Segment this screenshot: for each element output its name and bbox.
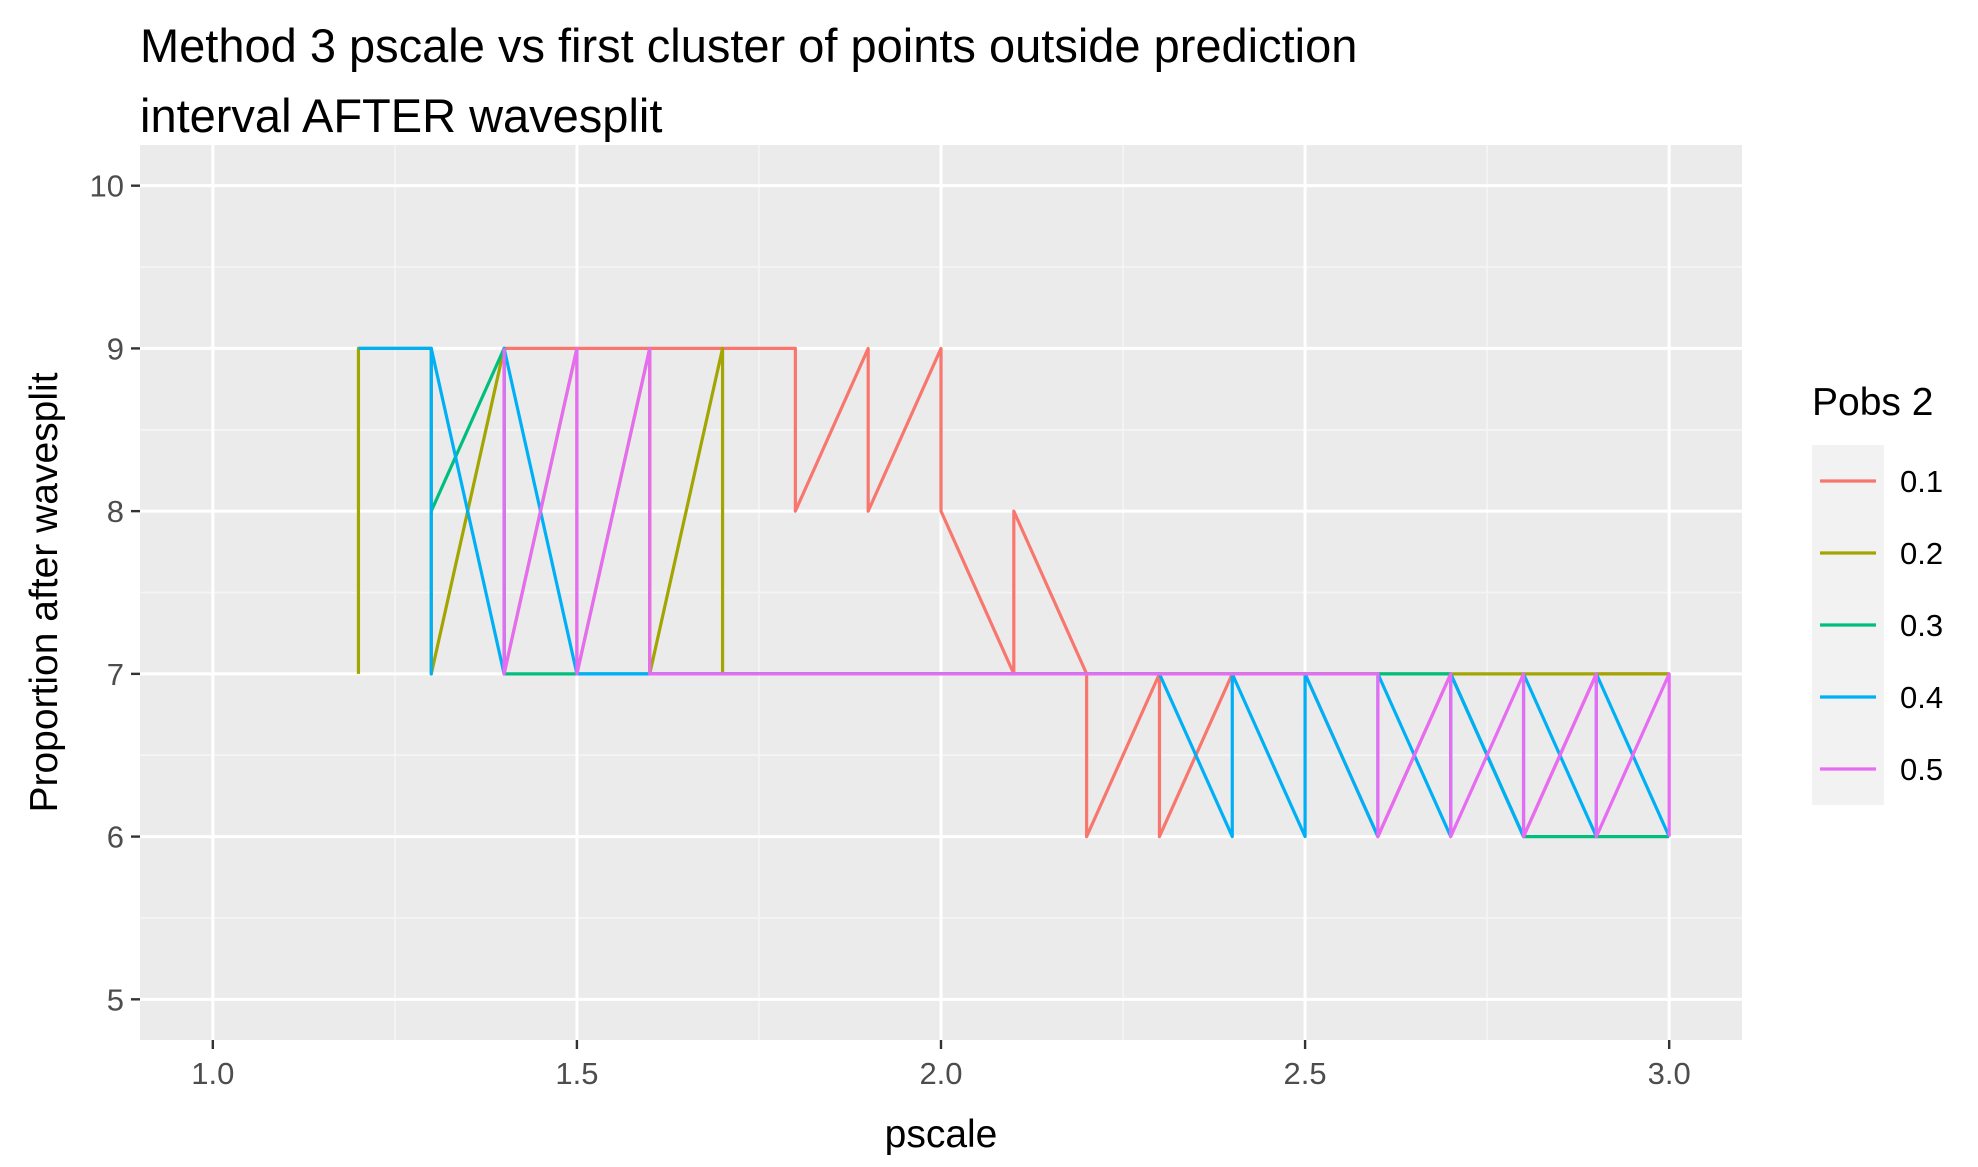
legend-label-0.2: 0.2: [1900, 536, 1943, 571]
y-tick-label: 7: [107, 657, 124, 692]
y-tick-label: 6: [107, 820, 124, 855]
chart-title-line-2: interval AFTER wavesplit: [140, 89, 663, 142]
y-tick-label: 5: [107, 982, 124, 1017]
legend-title: Pobs 2: [1812, 381, 1933, 424]
legend-label-0.3: 0.3: [1900, 608, 1943, 643]
x-tick-label: 2.5: [1284, 1056, 1327, 1091]
y-tick-label: 8: [107, 494, 124, 529]
x-tick-label: 1.0: [191, 1056, 234, 1091]
y-tick-label: 9: [107, 331, 124, 366]
x-tick-label: 1.5: [555, 1056, 598, 1091]
x-tick-label: 2.0: [919, 1056, 962, 1091]
legend-label-0.5: 0.5: [1900, 752, 1943, 787]
legend-label-0.1: 0.1: [1900, 464, 1943, 499]
y-tick-label: 10: [90, 169, 124, 204]
legend-label-0.4: 0.4: [1900, 680, 1943, 715]
y-axis-label: Proportion after wavesplit: [23, 372, 66, 812]
chart-title-line-1: Method 3 pscale vs first cluster of poin…: [140, 19, 1358, 72]
x-tick-label: 3.0: [1648, 1056, 1691, 1091]
series-line-0.5: [502, 346, 1671, 839]
x-axis-label: pscale: [885, 1113, 998, 1156]
